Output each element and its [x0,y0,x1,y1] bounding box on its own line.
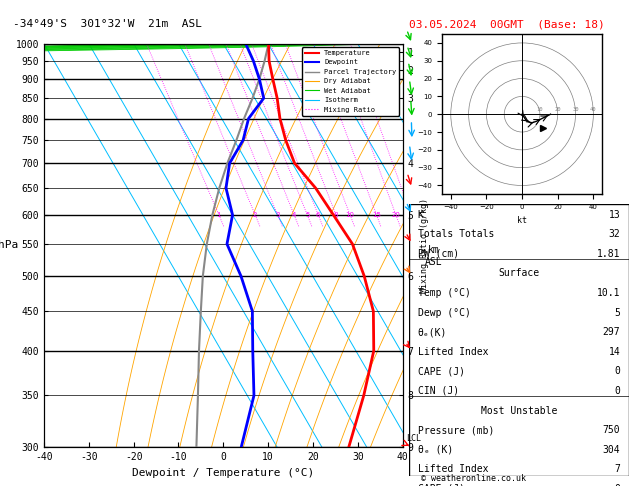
Text: 20: 20 [554,106,561,112]
Text: 0: 0 [615,386,620,396]
Text: 750: 750 [603,425,620,435]
Text: Lifted Index: Lifted Index [418,347,488,357]
Text: Surface: Surface [498,268,540,278]
Y-axis label: km
ASL: km ASL [425,245,443,267]
Text: 3: 3 [276,212,280,218]
Text: Totals Totals: Totals Totals [418,229,494,239]
Text: 40: 40 [590,106,596,112]
Text: 30: 30 [572,106,579,112]
X-axis label: Dewpoint / Temperature (°C): Dewpoint / Temperature (°C) [132,468,314,478]
Text: 0: 0 [615,366,620,376]
Text: 7: 7 [615,464,620,474]
Text: 5: 5 [615,308,620,317]
Text: 10: 10 [537,106,543,112]
Text: Most Unstable: Most Unstable [481,405,557,416]
Text: θₑ(K): θₑ(K) [418,327,447,337]
Text: -34°49'S  301°32'W  21m  ASL: -34°49'S 301°32'W 21m ASL [13,19,201,30]
Text: 10: 10 [345,212,355,218]
Text: 13: 13 [608,209,620,220]
Text: 14: 14 [608,347,620,357]
X-axis label: kt: kt [517,216,527,225]
Text: 8: 8 [334,212,338,218]
Text: 2: 2 [253,212,257,218]
Text: 20: 20 [391,212,400,218]
Text: 4: 4 [292,212,296,218]
Text: 6: 6 [316,212,321,218]
Text: Lifted Index: Lifted Index [418,464,488,474]
Text: 1.81: 1.81 [597,249,620,259]
Text: 5: 5 [305,212,309,218]
Text: hPa: hPa [0,241,18,250]
Text: 10.1: 10.1 [597,288,620,298]
Text: Pressure (mb): Pressure (mb) [418,425,494,435]
Text: Mixing Ratio (g/kg): Mixing Ratio (g/kg) [420,198,428,293]
Text: © weatheronline.co.uk: © weatheronline.co.uk [421,474,526,483]
Text: 297: 297 [603,327,620,337]
Text: Dewp (°C): Dewp (°C) [418,308,470,317]
Text: Temp (°C): Temp (°C) [418,288,470,298]
Text: CIN (J): CIN (J) [418,386,459,396]
Text: 15: 15 [372,212,381,218]
Text: 32: 32 [608,229,620,239]
Text: PW (cm): PW (cm) [418,249,459,259]
Legend: Temperature, Dewpoint, Parcel Trajectory, Dry Adiabat, Wet Adiabat, Isotherm, Mi: Temperature, Dewpoint, Parcel Trajectory… [302,47,399,116]
Text: 03.05.2024  00GMT  (Base: 18): 03.05.2024 00GMT (Base: 18) [409,19,604,30]
Text: 0: 0 [615,484,620,486]
Text: 304: 304 [603,445,620,455]
Text: CAPE (J): CAPE (J) [418,366,465,376]
Text: θₑ (K): θₑ (K) [418,445,453,455]
Text: K: K [418,209,423,220]
Text: CAPE (J): CAPE (J) [418,484,465,486]
Text: 1: 1 [216,212,221,218]
Text: LCL: LCL [406,434,421,443]
